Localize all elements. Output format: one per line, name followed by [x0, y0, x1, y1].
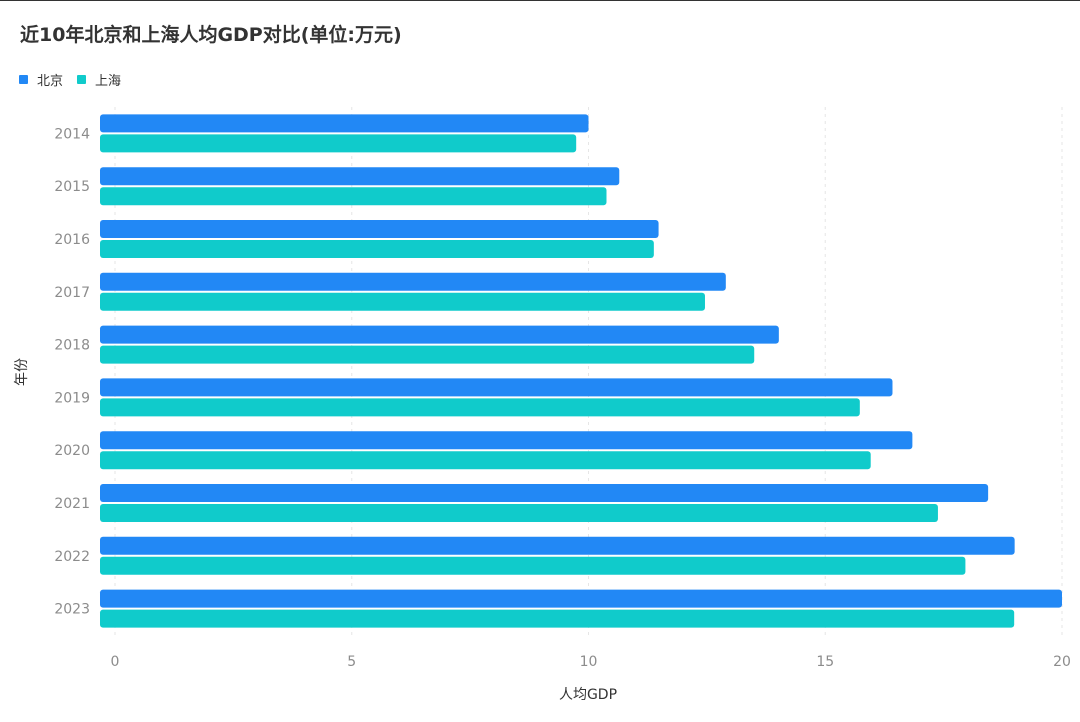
bar-beijing-2022[interactable]: [100, 536, 1015, 555]
y-tick-label: 2019: [54, 390, 90, 406]
bar-beijing-2023[interactable]: [100, 589, 1062, 608]
legend-label-shanghai: 上海: [95, 74, 122, 89]
legend: 北京 上海: [19, 70, 135, 89]
y-tick-label: 2017: [54, 285, 90, 301]
bar-shanghai-2019[interactable]: [100, 398, 860, 417]
y-tick-label: 2023: [54, 602, 90, 618]
bar-beijing-2018[interactable]: [100, 325, 779, 344]
bar-shanghai-2020[interactable]: [100, 451, 871, 470]
y-tick-label: 2022: [54, 549, 90, 565]
chart-title: 近10年北京和上海人均GDP对比(单位:万元): [20, 24, 402, 46]
y-tick-label: 2018: [54, 338, 90, 354]
bar-shanghai-2023[interactable]: [100, 609, 1015, 628]
bar-beijing-2021[interactable]: [100, 484, 989, 502]
bar-shanghai-2022[interactable]: [100, 556, 966, 575]
y-tick-label: 2015: [54, 179, 90, 195]
x-tick-label: 0: [111, 654, 120, 670]
bar-shanghai-2015[interactable]: [100, 187, 607, 206]
legend-swatch-shanghai: [77, 75, 87, 84]
bar-shanghai-2017[interactable]: [100, 292, 705, 311]
bar-beijing-2016[interactable]: [100, 220, 659, 238]
bar-shanghai-2014[interactable]: [100, 134, 577, 153]
x-tick-label: 20: [1053, 654, 1071, 670]
x-tick-label: 5: [347, 654, 356, 670]
legend-item-shanghai[interactable]: 上海: [77, 70, 121, 89]
bar-beijing-2019[interactable]: [100, 378, 893, 397]
bar-shanghai-2016[interactable]: [100, 240, 654, 258]
y-tick-label: 2020: [54, 443, 90, 459]
top-border: [0, 0, 1080, 1]
bar-shanghai-2018[interactable]: [100, 345, 755, 364]
y-tick-label: 2021: [54, 496, 90, 512]
bar-shanghai-2021[interactable]: [100, 504, 938, 522]
x-axis-title: 人均GDP: [559, 687, 617, 703]
legend-item-beijing[interactable]: 北京: [19, 70, 63, 89]
grid-lines: [114, 107, 1063, 635]
legend-label-beijing: 北京: [37, 74, 64, 89]
y-axis-ticks: 2014 2015 2016 2017 2018 2019 2020 2021 2022 2023: [54, 126, 90, 617]
bars: [100, 114, 1062, 628]
y-axis-title: 年份: [14, 358, 30, 386]
bar-beijing-2014[interactable]: [100, 114, 589, 133]
bar-beijing-2020[interactable]: [100, 431, 913, 450]
legend-swatch-beijing: [19, 75, 28, 84]
x-axis-ticks: 0 5 10 15 20: [111, 654, 1071, 670]
bar-beijing-2017[interactable]: [100, 272, 726, 291]
y-tick-label: 2016: [54, 232, 90, 248]
x-tick-label: 15: [816, 654, 834, 670]
x-tick-label: 10: [580, 654, 598, 670]
y-tick-label: 2014: [54, 126, 90, 142]
bar-beijing-2015[interactable]: [100, 167, 620, 186]
